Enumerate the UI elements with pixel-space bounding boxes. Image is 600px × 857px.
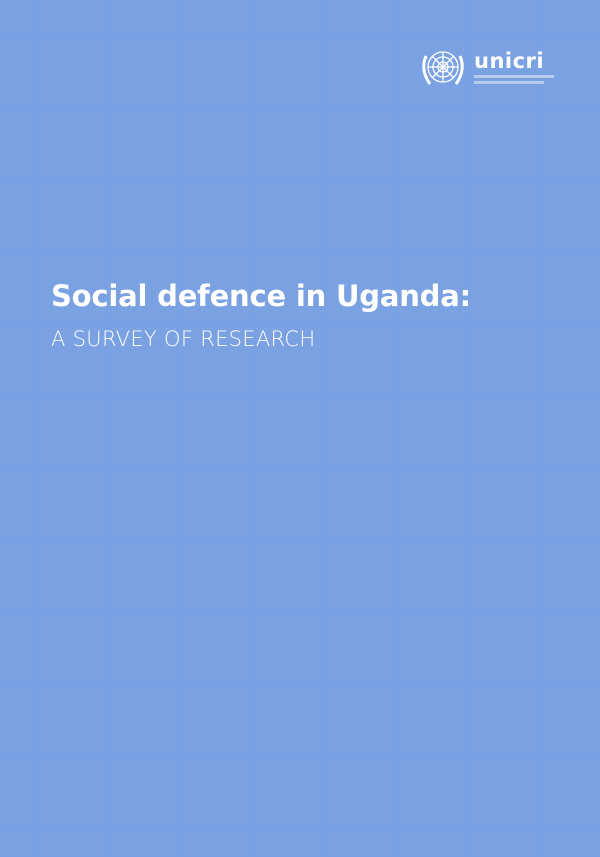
- unicri-logo: unicri: [418, 42, 554, 92]
- cover-title: Social defence in Uganda:: [51, 279, 471, 313]
- logo-tagline: [474, 75, 554, 78]
- cover-subtitle: A SURVEY OF RESEARCH: [51, 327, 316, 351]
- logo-tagline-line: [474, 81, 544, 84]
- un-emblem-icon: [422, 51, 464, 85]
- logo-wordmark: unicri: [474, 49, 545, 73]
